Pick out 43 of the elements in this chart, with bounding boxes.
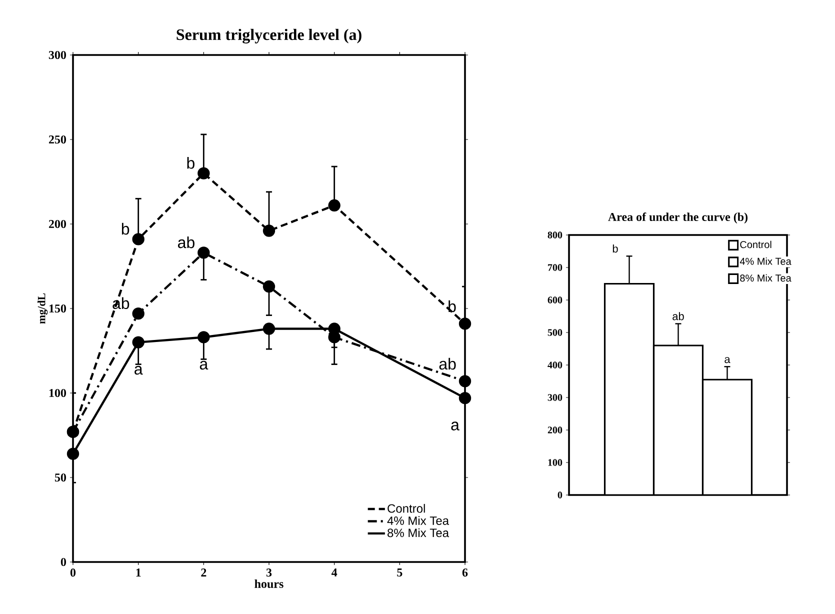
annotation: b: [612, 244, 618, 253]
y-tick-label: 500: [548, 329, 562, 336]
y-tick-label: 50: [54, 473, 66, 482]
x-tick-label: 5: [397, 568, 402, 576]
y-tick-label: 200: [548, 426, 562, 434]
annotation: b: [122, 222, 130, 235]
y-tick-label: 250: [48, 135, 66, 144]
y-tick-label: 100: [548, 459, 562, 466]
x-tick-label: 3: [266, 568, 272, 577]
x-tick-label: 0: [70, 568, 76, 577]
annotation: b: [187, 157, 194, 169]
y-tick-label: 600: [548, 296, 562, 304]
chart-title: Serum triglyceride level (a): [176, 28, 362, 44]
text: Control: [740, 240, 772, 248]
annotation: ab: [672, 312, 684, 320]
y-tick-label: 200: [48, 220, 66, 228]
legend-label: 8% Mix Tea: [388, 528, 450, 538]
x-tick-label: 1: [136, 568, 141, 576]
y-tick-label: 0: [60, 558, 66, 566]
y-tick-label: 100: [49, 388, 66, 398]
y-axis-title: mg/dL: [38, 293, 48, 324]
annotation: a: [134, 366, 143, 375]
y-tick-label: 700: [548, 264, 562, 271]
legend-label: 4% Mix Tea: [387, 516, 450, 525]
y-tick-label: 800: [548, 232, 562, 238]
y-tick-label: 150: [49, 304, 66, 313]
y-tick-label: 400: [548, 362, 562, 368]
chart-title: Area of under the curve (b): [608, 212, 748, 224]
x-tick-label: 6: [462, 568, 468, 577]
y-tick-label: 0: [558, 492, 562, 498]
text: 8% Mix Tea: [740, 274, 792, 282]
annotation: ab: [178, 236, 194, 248]
text: 4% Mix Tea: [740, 258, 792, 265]
annotation: a: [724, 357, 730, 364]
annotation: ab: [439, 358, 456, 370]
x-axis-title: hours: [254, 579, 284, 588]
legend-label: Control: [388, 504, 425, 513]
y-tick-label: 300: [48, 50, 66, 60]
y-tick-label: 300: [548, 394, 562, 401]
annotation: a: [200, 360, 208, 370]
x-tick-label: 2: [201, 568, 206, 576]
annotation: a: [451, 422, 460, 430]
x-tick-label: 4: [331, 568, 338, 576]
